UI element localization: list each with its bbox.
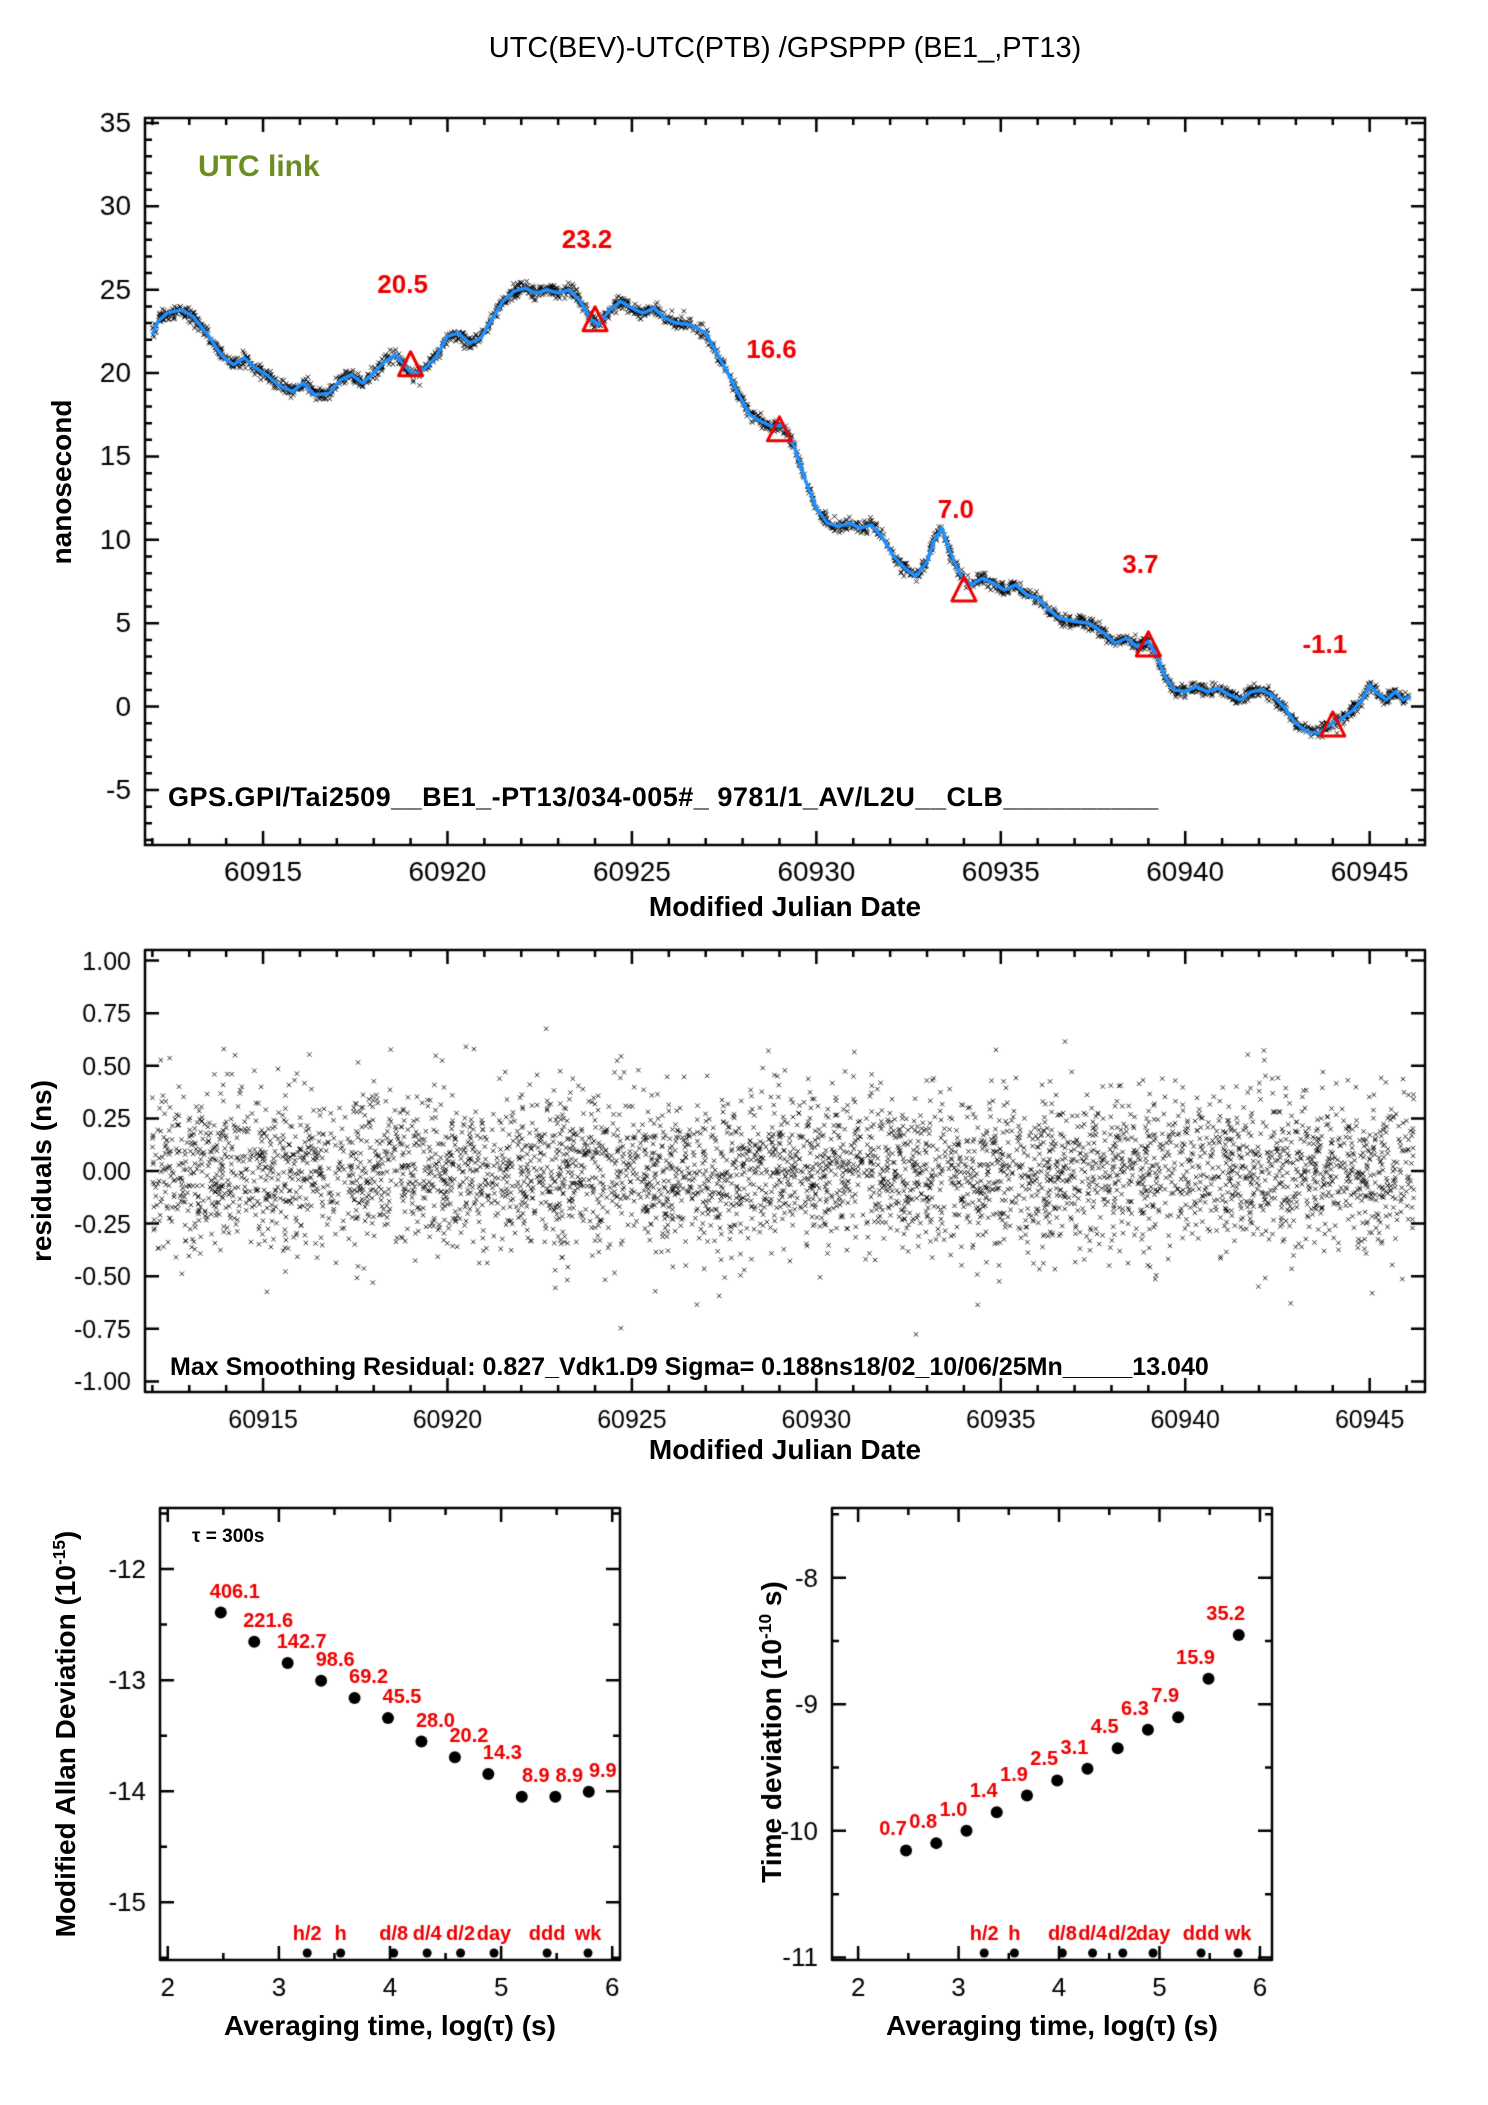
- residuals-y-axis-label: residuals (ns): [26, 1079, 57, 1263]
- residuals-x-axis-label: Modified Julian Date: [648, 1434, 922, 1465]
- top-chart-annotation: GPS.GPI/Tai2509__BE1_-PT13/034-005#_ 978…: [168, 782, 1159, 812]
- top-x-axis-label: Modified Julian Date: [648, 891, 922, 922]
- tdev-y-axis-label-exp: -10: [755, 1613, 776, 1639]
- mdev-y-axis-label: Modified Allan Deviation (10-15): [49, 1530, 82, 1938]
- mdev-y-axis-label-exp: -15: [49, 1539, 70, 1566]
- mdev-y-axis-label-text: Modified Allan Deviation (10: [50, 1565, 81, 1938]
- tdev-x-axis-label: Averaging time, log(τ) (s): [886, 2010, 1218, 2041]
- tdev-y-axis-label: Time deviation (10-10 s): [755, 1581, 788, 1883]
- utc-link-label: UTC link: [198, 150, 320, 183]
- mdev-y-axis-label-end: ): [50, 1530, 81, 1540]
- mdev-x-axis-label: Averaging time, log(τ) (s): [224, 2010, 556, 2041]
- top-y-axis-label: nanosecond: [46, 399, 77, 565]
- tau-note: τ = 300s: [192, 1526, 265, 1547]
- tdev-y-axis-label-text: Time deviation (10: [756, 1638, 787, 1883]
- tdev-y-axis-label-end: s): [756, 1581, 787, 1614]
- residuals-annotation: Max Smoothing Residual: 0.827_Vdk1.D9 Si…: [170, 1353, 1209, 1381]
- chart-title: UTC(BEV)-UTC(PTB) /GPSPPP (BE1_,PT13): [488, 32, 1082, 64]
